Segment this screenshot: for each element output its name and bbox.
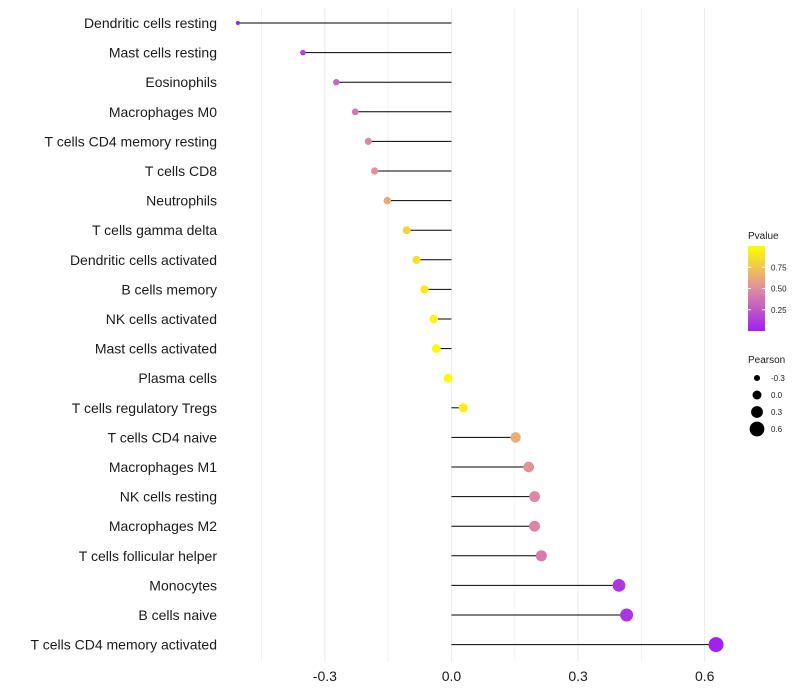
legend-size-label: 0.3 — [771, 408, 783, 417]
category-label: Dendritic cells resting — [84, 15, 217, 31]
legend-color-title: Pvalue — [748, 231, 779, 242]
category-label: T cells CD4 memory activated — [31, 637, 217, 653]
lollipop-point — [383, 196, 392, 205]
legend-color-label: 0.75 — [771, 263, 787, 272]
category-label: Macrophages M2 — [109, 518, 217, 534]
legend-color-label: 0.50 — [771, 285, 787, 294]
lollipop-point — [402, 226, 411, 235]
category-label: T cells regulatory Tregs — [72, 400, 217, 416]
category-label: T cells gamma delta — [92, 222, 217, 238]
category-label: Mast cells activated — [95, 341, 217, 357]
lollipop-point — [458, 403, 468, 413]
legend-size-label: 0.0 — [771, 391, 783, 400]
lollipop-point — [431, 344, 441, 353]
category-label: Dendritic cells activated — [70, 252, 217, 268]
legend-size-key — [749, 421, 765, 437]
lollipop-point — [443, 373, 453, 383]
x-tick-label: 0.0 — [442, 668, 462, 684]
lollipop-point — [235, 20, 240, 26]
lollipop-point — [351, 108, 359, 116]
lollipop-point — [529, 520, 541, 532]
lollipop-point — [364, 137, 372, 145]
legend-color-label: 0.25 — [771, 306, 787, 315]
legend-colorbar — [748, 246, 765, 331]
category-label: B cells naive — [138, 607, 217, 623]
category-label: NK cells activated — [106, 311, 217, 327]
lollipop-point — [371, 167, 379, 175]
lollipop-point — [523, 461, 535, 473]
lollipop-point — [412, 255, 421, 264]
lollipop-point — [708, 637, 724, 653]
legend-size-label: 0.6 — [771, 425, 783, 434]
lollipop-point — [429, 314, 439, 324]
lollipop-point — [529, 491, 541, 503]
category-label: Mast cells resting — [109, 45, 217, 61]
category-label: Monocytes — [149, 577, 217, 593]
category-label: Macrophages M0 — [109, 104, 217, 120]
category-label: Plasma cells — [138, 370, 217, 386]
lollipop-point — [612, 579, 626, 592]
category-label: NK cells resting — [120, 489, 217, 505]
category-label: Neutrophils — [146, 193, 217, 209]
lollipop-point — [620, 608, 634, 622]
category-label: Eosinophils — [145, 74, 217, 90]
category-label: T cells follicular helper — [79, 548, 218, 564]
legend-size-key — [751, 406, 763, 418]
legend-size-key — [752, 390, 762, 400]
x-tick-label: -0.3 — [313, 668, 337, 684]
legend-size-title: Pearson — [748, 355, 785, 366]
legend-size-label: -0.3 — [771, 374, 785, 383]
category-label: B cells memory — [121, 281, 217, 297]
category-label: T cells CD8 — [145, 163, 217, 179]
lollipop-point — [333, 79, 340, 86]
x-tick-label: 0.3 — [568, 668, 588, 684]
category-label: T cells CD4 memory resting — [45, 133, 217, 149]
lollipop-point — [535, 550, 547, 562]
x-tick-label: 0.6 — [695, 668, 715, 684]
category-label: T cells CD4 naive — [108, 429, 218, 445]
lollipop-point — [420, 285, 429, 294]
legend-size-key — [753, 374, 761, 382]
category-label: Macrophages M1 — [109, 459, 217, 475]
lollipop-point — [300, 49, 306, 56]
lollipop-point — [510, 432, 521, 443]
